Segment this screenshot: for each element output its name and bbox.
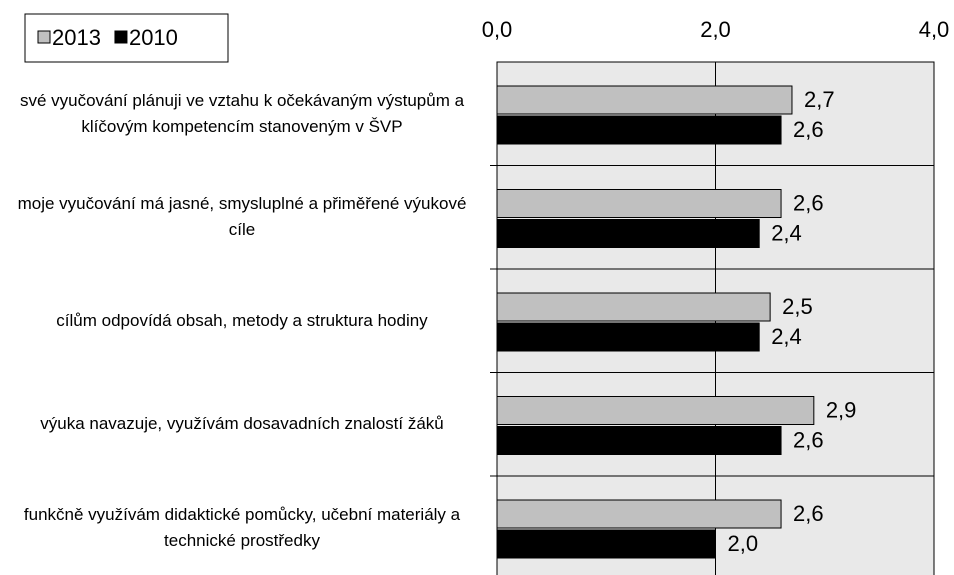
value-label: 2,0 bbox=[728, 531, 759, 556]
x-tick-label: 0,0 bbox=[482, 17, 513, 42]
bar bbox=[496, 396, 815, 425]
bar bbox=[496, 292, 771, 322]
bar bbox=[496, 426, 782, 455]
bar bbox=[496, 529, 716, 559]
value-label: 2,4 bbox=[771, 220, 802, 245]
x-tick-label: 2,0 bbox=[700, 17, 731, 42]
category-label: své vyučování plánuji ve vztahu k očekáv… bbox=[19, 90, 465, 136]
bar bbox=[496, 85, 793, 115]
legend-swatch bbox=[37, 30, 51, 44]
bar bbox=[496, 322, 760, 352]
value-label: 2,6 bbox=[793, 117, 824, 142]
legend-label: 2013 bbox=[52, 25, 101, 50]
category-label: výuka navazuje, využívám dosavadních zna… bbox=[40, 414, 444, 434]
category-label: cílům odpovídá obsah, metody a struktura… bbox=[56, 310, 428, 330]
value-label: 2,7 bbox=[804, 87, 835, 112]
value-label: 2,6 bbox=[793, 501, 824, 526]
value-label: 2,5 bbox=[782, 294, 813, 319]
value-label: 2,6 bbox=[793, 427, 824, 452]
x-tick-label: 4,0 bbox=[919, 17, 950, 42]
bar bbox=[496, 219, 760, 248]
bar bbox=[496, 189, 782, 218]
category-label: funkčně využívám didaktické pomůcky, uče… bbox=[23, 504, 461, 550]
value-label: 2,4 bbox=[771, 324, 802, 349]
bar bbox=[496, 499, 782, 529]
value-label: 2,6 bbox=[793, 190, 824, 215]
legend-label: 2010 bbox=[129, 25, 178, 50]
bar bbox=[496, 115, 782, 145]
value-label: 2,9 bbox=[826, 397, 857, 422]
category-label: moje vyučování má jasné, smysluplné a př… bbox=[17, 194, 467, 240]
legend-swatch bbox=[114, 30, 128, 44]
